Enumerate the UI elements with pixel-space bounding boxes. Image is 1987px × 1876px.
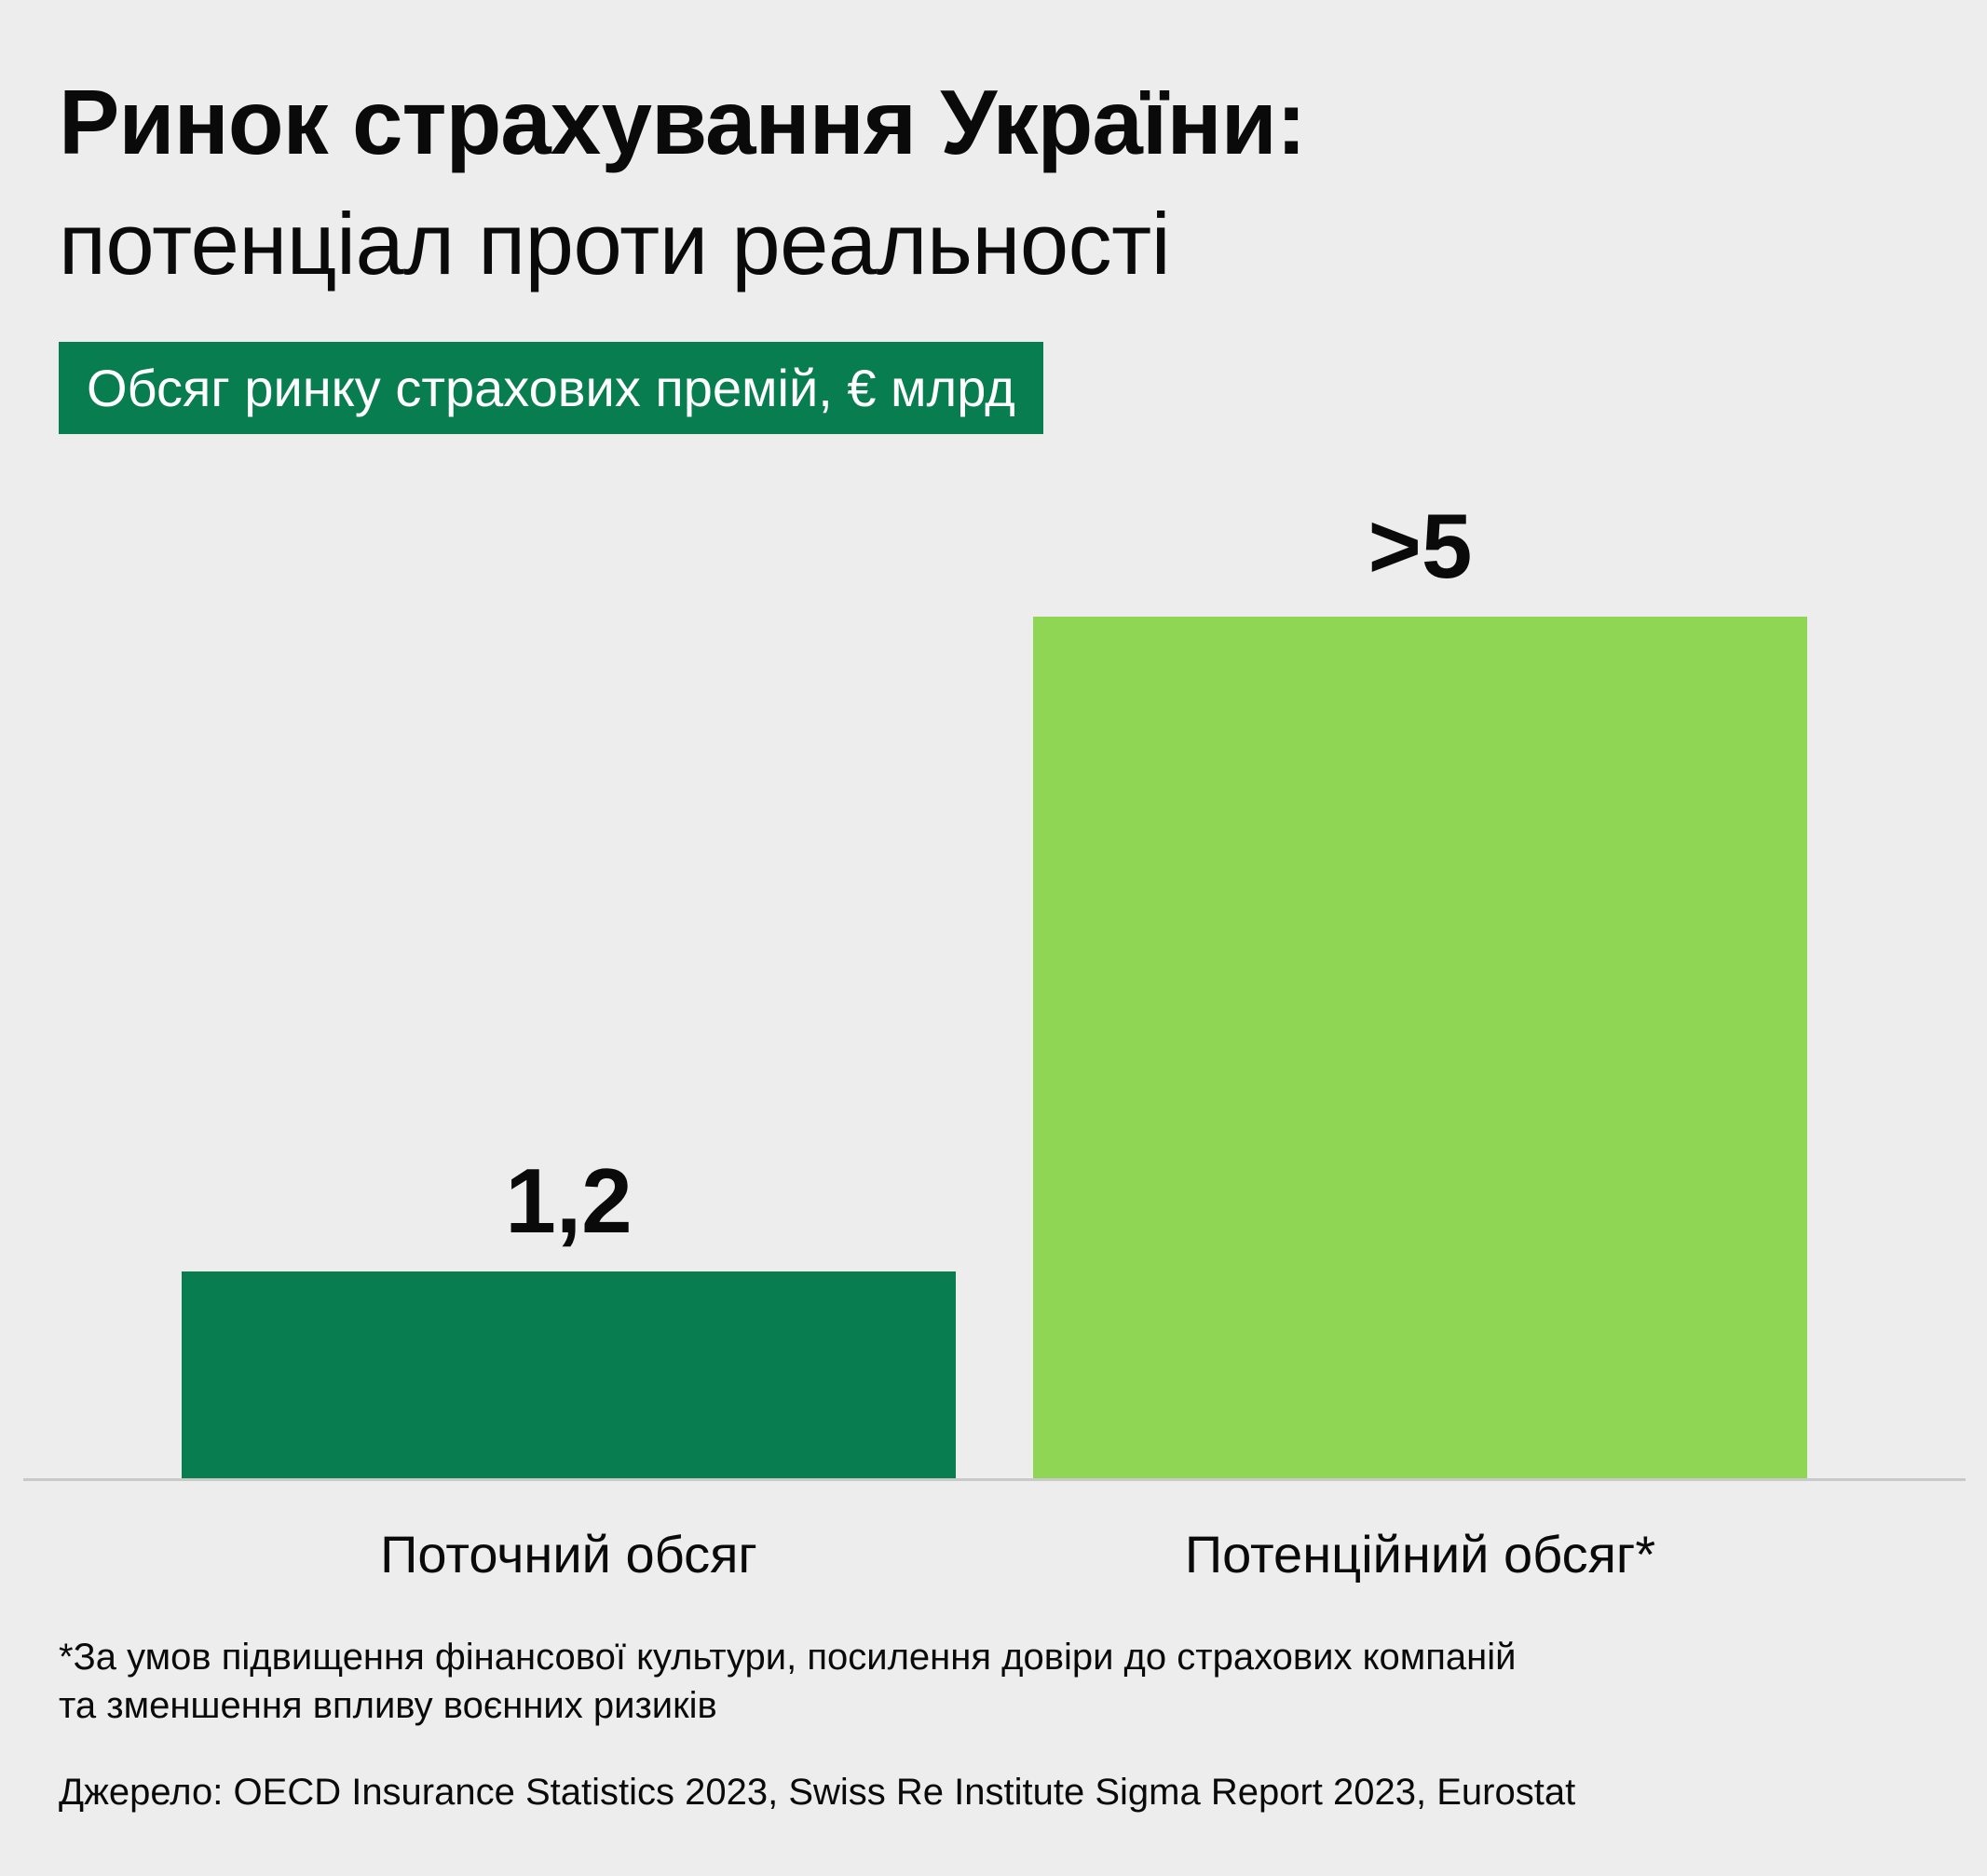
category-label-1: Поточний обсяг	[380, 1525, 757, 1584]
footnote-line-2: та зменшення впливу воєнних ризиків	[59, 1685, 717, 1726]
y-axis-label-badge: Обсяг ринку страхових премій, € млрд	[59, 342, 1043, 434]
bar-value-label-2: >5	[1368, 495, 1473, 597]
footnote: *За умов підвищення фінансової культури,…	[59, 1633, 1922, 1730]
source-note: Джерело: OECD Insurance Statistics 2023,…	[59, 1772, 1576, 1813]
chart-title: Ринок страхування України:	[59, 71, 1307, 173]
bar-2	[1033, 617, 1807, 1478]
bar-chart: 1,2 Поточний обсяг >5 Потенційний обсяг*	[23, 495, 1966, 1584]
bar-value-label-1: 1,2	[505, 1149, 632, 1252]
chart-subtitle: потенціал проти реальності	[59, 195, 1171, 292]
category-label-2: Потенційний обсяг*	[1185, 1525, 1655, 1584]
bar-1	[182, 1271, 956, 1478]
footnote-line-1: *За умов підвищення фінансової культури,…	[59, 1637, 1517, 1678]
